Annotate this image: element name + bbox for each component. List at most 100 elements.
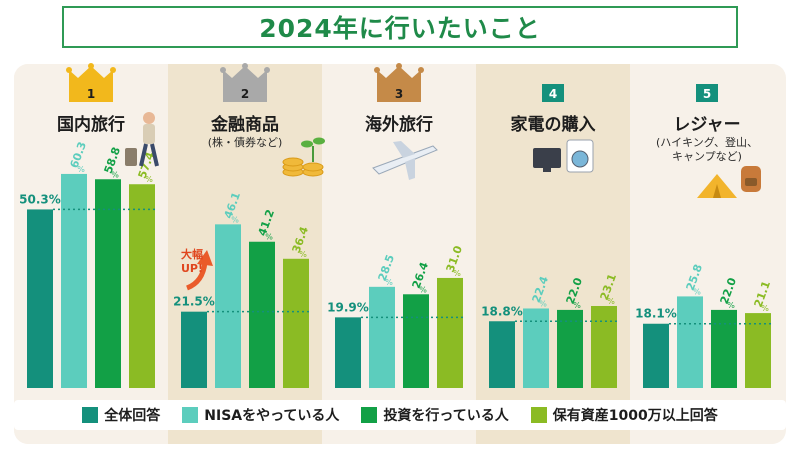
crown-icon	[220, 63, 270, 102]
crown-band	[223, 84, 267, 102]
category-label: 海外旅行	[365, 115, 433, 135]
chart-card	[14, 64, 786, 444]
percent-label: %	[145, 175, 153, 184]
bar	[61, 173, 87, 388]
airplane-icon	[372, 141, 438, 180]
crown-dot	[264, 67, 270, 73]
bar	[489, 321, 515, 388]
body	[143, 124, 155, 144]
leaf	[301, 140, 313, 148]
rank-number: 3	[394, 87, 404, 101]
bar	[437, 277, 463, 388]
coin	[302, 162, 324, 172]
up-arrow-icon	[185, 250, 213, 291]
category-label: 家電の購入	[510, 115, 596, 135]
legend-label: 投資を行っている人	[383, 408, 509, 424]
crown-dot	[418, 67, 424, 73]
bar	[557, 309, 583, 388]
bar	[745, 313, 771, 388]
bar	[129, 184, 155, 388]
percent-label: %	[231, 215, 239, 224]
category-label: レジャー	[673, 115, 741, 135]
category-label: 国内旅行	[57, 115, 125, 135]
percent-label: %	[453, 269, 461, 278]
bar	[215, 224, 241, 388]
category-sublabel: (株・債券など)	[207, 136, 283, 149]
bar	[95, 179, 121, 388]
data-label: 18.8%	[481, 304, 523, 318]
rank-box	[696, 84, 718, 102]
bar	[643, 323, 669, 388]
percent-label: %	[111, 170, 119, 179]
crown-shape	[223, 66, 267, 84]
rank-box	[542, 84, 564, 102]
crown-shape	[69, 66, 113, 84]
crown-dot	[220, 67, 226, 73]
crown-dot	[110, 67, 116, 73]
leg	[150, 143, 159, 167]
chart-title: 2024年に行いたいこと	[62, 6, 738, 48]
crown-dot	[242, 63, 248, 69]
legend-swatch	[361, 407, 378, 423]
coins-sprout-icon	[282, 137, 325, 177]
rank-number: 2	[240, 87, 250, 101]
backpack-pocket	[745, 178, 757, 186]
crown-band	[69, 84, 113, 102]
arrow-shaft	[185, 261, 208, 291]
bar	[711, 309, 737, 388]
bar	[27, 209, 53, 388]
bar	[591, 305, 617, 388]
crown-band	[377, 84, 421, 102]
percent-label: %	[761, 304, 769, 313]
crown-dot	[66, 67, 72, 73]
wing	[393, 141, 415, 158]
callout-text: UP!	[181, 262, 203, 275]
washer-door	[571, 150, 589, 168]
crown-dot	[374, 67, 380, 73]
bar	[249, 241, 275, 388]
arrow-head	[197, 250, 213, 266]
rank-number: 4	[548, 87, 558, 101]
legend-swatch	[182, 407, 199, 423]
percent-label: %	[265, 233, 273, 242]
data-label: 50.3%	[19, 192, 61, 206]
head	[143, 112, 155, 124]
legend: 全体回答 NISAをやっている人 投資を行っている人 保有資産1000万以上回答	[14, 400, 786, 430]
crown-shape	[377, 66, 421, 84]
bar	[181, 311, 207, 388]
leaf	[313, 137, 325, 145]
legend-label: 全体回答	[104, 408, 161, 424]
percent-label: %	[573, 301, 581, 310]
legend-label: 保有資産1000万以上回答	[552, 408, 718, 424]
crown-icon	[374, 63, 424, 102]
rank-number: 5	[702, 87, 712, 101]
tent-backpack-icon	[697, 166, 761, 198]
leg	[139, 143, 148, 167]
category-label: 金融商品	[211, 115, 279, 135]
bar	[283, 258, 309, 388]
legend-item: 保有資産1000万以上回答	[530, 405, 718, 425]
bar	[403, 294, 429, 388]
percent-label: %	[385, 278, 393, 287]
percent-label: %	[727, 301, 735, 310]
legend-label: NISAをやっている人	[204, 408, 340, 424]
tent-door	[713, 184, 721, 198]
data-label: 19.9%	[327, 300, 369, 314]
bar	[523, 308, 549, 388]
legend-item: 投資を行っている人	[361, 405, 509, 425]
wing	[405, 158, 415, 180]
data-label: 21.5%	[173, 295, 215, 309]
tv	[533, 148, 561, 168]
crown-dot	[396, 63, 402, 69]
callout-text: 大幅	[181, 247, 203, 261]
legend-item: NISAをやっている人	[182, 405, 339, 425]
legend-item: 全体回答	[82, 405, 160, 425]
legend-swatch	[82, 407, 99, 423]
crown-dot	[88, 63, 94, 69]
coin	[282, 157, 304, 167]
tv-stand	[543, 168, 551, 172]
traveler-icon	[125, 112, 159, 167]
bar	[369, 286, 395, 388]
